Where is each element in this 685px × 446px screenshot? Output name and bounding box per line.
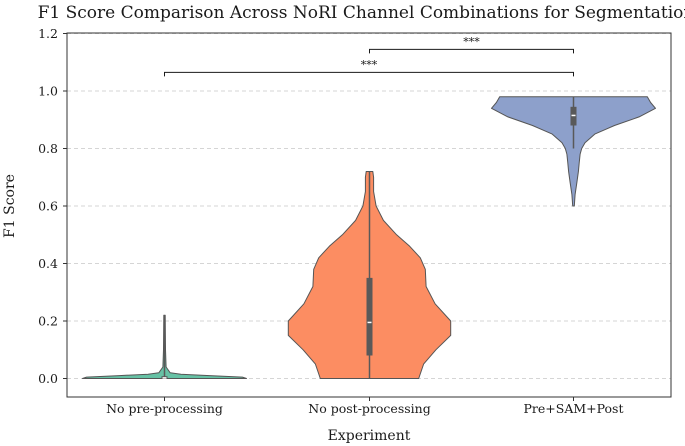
y-tick-label: 0.4 xyxy=(38,256,58,271)
y-tick-label: 1.2 xyxy=(38,26,58,41)
y-axis-label: F1 Score xyxy=(2,174,18,238)
x-tick-label: Pre+SAM+Post xyxy=(524,401,624,416)
y-tick-label: 0.2 xyxy=(38,314,58,329)
significance-bracket-1 xyxy=(369,48,574,54)
chart-title: F1 Score Comparison Across NoRI Channel … xyxy=(38,3,685,23)
significance-label-1: *** xyxy=(463,35,480,48)
y-tick-label: 0.8 xyxy=(38,141,58,156)
y-tick-label: 0.0 xyxy=(38,371,58,386)
y-tick-label: 0.6 xyxy=(38,199,58,214)
significance-bracket-2 xyxy=(164,71,574,77)
iqr-box-2 xyxy=(366,277,373,356)
x-tick-label: No post-processing xyxy=(308,401,430,416)
y-tick-label: 1.0 xyxy=(38,84,58,99)
x-axis-label: Experiment xyxy=(328,428,411,444)
significance-label-2: *** xyxy=(361,58,378,71)
x-tick-label: No pre-processing xyxy=(106,401,223,416)
inner-boxes xyxy=(161,96,577,379)
significance-annotations: *** *** xyxy=(164,35,574,77)
axis-ticks: 0.0 0.2 0.4 0.6 0.8 1.0 1.2 No pre-processing No… xyxy=(38,26,623,416)
violin-3 xyxy=(491,96,656,207)
